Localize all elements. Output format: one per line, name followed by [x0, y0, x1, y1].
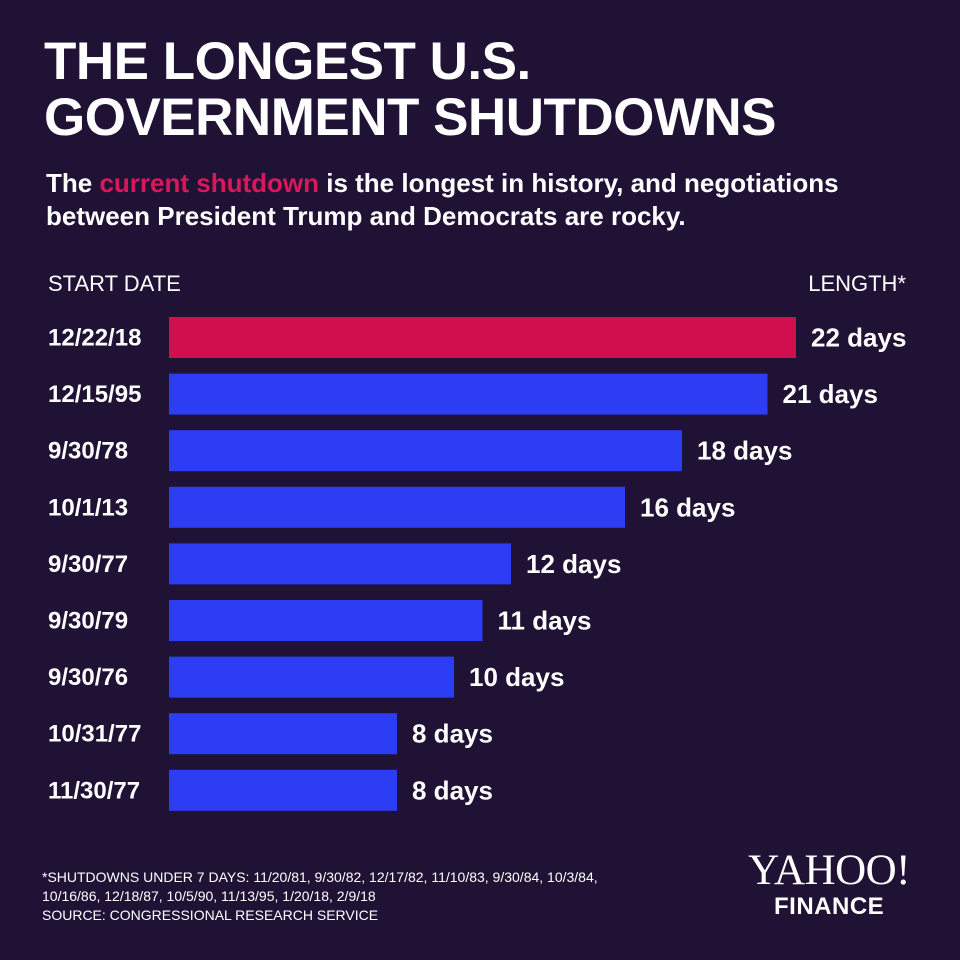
value-label: 21 days — [783, 379, 878, 409]
footnote-line-2: 10/16/86, 12/18/87, 10/5/90, 11/13/95, 1… — [42, 888, 376, 904]
bar — [169, 656, 454, 698]
bar — [169, 543, 511, 585]
category-label: 12/15/95 — [48, 381, 141, 408]
category-label: 9/30/78 — [48, 438, 128, 465]
category-label: 9/30/77 — [48, 551, 128, 578]
chart-subtitle: The current shutdown is the longest in h… — [46, 167, 946, 233]
bar — [169, 486, 625, 528]
yahoo-finance-logo: YAHOO! FINANCE — [748, 848, 910, 920]
value-label: 8 days — [412, 775, 493, 805]
subtitle-highlight: current shutdown — [99, 168, 320, 198]
title-line-2: GOVERNMENT SHUTDOWNS — [44, 88, 777, 147]
chart-title: THE LONGEST U.S. GOVERNMENT SHUTDOWNS — [44, 34, 924, 146]
value-label: 11 days — [498, 606, 592, 636]
subtitle-line-1: The current shutdown is the longest in h… — [46, 167, 946, 200]
footnote-line-1: *SHUTDOWNS UNDER 7 DAYS: 11/20/81, 9/30/… — [42, 869, 598, 885]
category-label: 9/30/76 — [48, 664, 128, 691]
bar — [169, 713, 397, 755]
title-line-1: THE LONGEST U.S. — [44, 32, 531, 91]
category-label: 11/30/77 — [48, 777, 140, 804]
value-label: 16 days — [640, 492, 735, 522]
start-date-header: START DATE — [48, 271, 181, 296]
subtitle-rest: is the longest in history, and negotiati… — [319, 168, 839, 198]
logo-subtitle: FINANCE — [774, 893, 885, 920]
subtitle-line-2: between President Trump and Democrats ar… — [46, 201, 686, 231]
source-line: SOURCE: CONGRESSIONAL RESEARCH SERVICE — [42, 907, 379, 923]
bar-current-shutdown — [169, 317, 796, 358]
value-label: 22 days — [811, 323, 906, 353]
length-header: LENGTH* — [808, 271, 906, 296]
bar-chart: 12/22/18 22 days 12/15/95 21 days 9/30/78 18 … — [48, 317, 906, 811]
footnote: *SHUTDOWNS UNDER 7 DAYS: 11/20/81, 9/30/… — [42, 868, 692, 925]
value-label: 8 days — [412, 719, 493, 749]
bar — [169, 373, 768, 415]
category-label: 9/30/79 — [48, 608, 128, 635]
value-label: 10 days — [469, 662, 564, 692]
bar — [169, 600, 483, 641]
logo-wordmark: YAHOO! — [748, 847, 910, 894]
category-label: 10/1/13 — [48, 494, 128, 521]
value-label: 12 days — [526, 549, 621, 579]
bar — [169, 769, 397, 811]
value-label: 18 days — [697, 436, 792, 466]
subtitle-prefix: The — [46, 168, 100, 198]
category-label: 10/31/77 — [48, 721, 141, 748]
bar — [169, 430, 682, 472]
category-label: 12/22/18 — [48, 325, 141, 352]
